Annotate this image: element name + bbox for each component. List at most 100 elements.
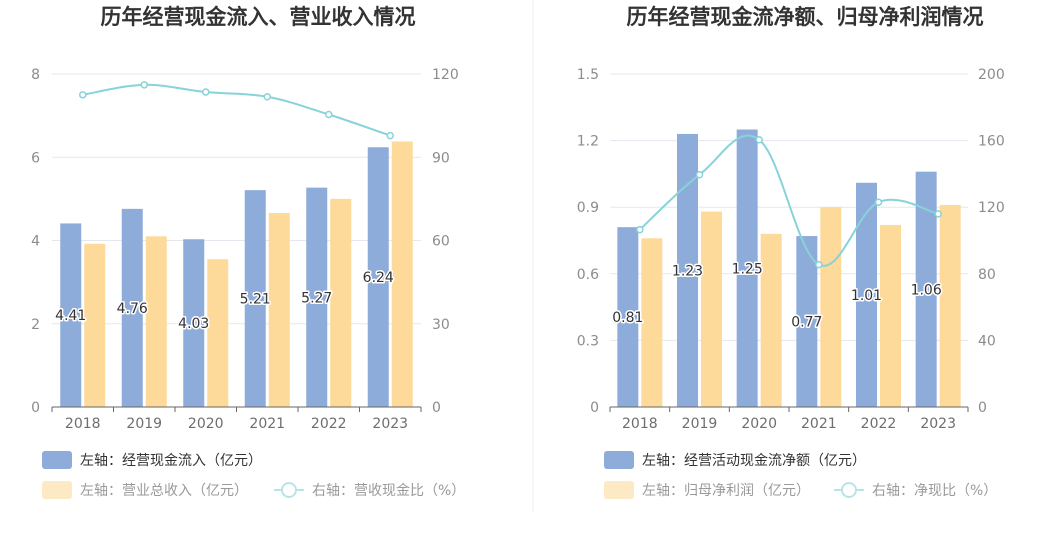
left-axis-tick-label: 0 [31, 400, 40, 416]
x-axis-tick-label: 2023 [372, 416, 408, 432]
bar-cash-inflow [121, 208, 143, 407]
bar-data-label: 1.06 [911, 282, 942, 298]
bar-data-label: 1.25 [732, 261, 763, 277]
bar-cash-inflow [367, 147, 389, 407]
bar-revenue [84, 243, 106, 407]
ratio-line-point [79, 91, 87, 99]
chart-title: 历年经营现金流净额、归母净利润情况 [627, 5, 984, 29]
legend-label: 左轴：归母净利润（亿元） [642, 482, 810, 499]
bar-cash-inflow [183, 239, 205, 407]
bar-data-labels: 4.41 4.76 4.03 5.21 5.27 6.24 [54, 269, 396, 334]
legend-item-cash-inflow[interactable]: 左轴：经营现金流入（亿元） [42, 451, 262, 469]
bar-net-cash-flow [736, 129, 758, 407]
x-axis-tick-label: 2023 [920, 416, 956, 432]
left-axis-ticks: 0 2 4 6 8 [31, 67, 40, 416]
legend-item-ratio[interactable]: 右轴：营收现金比（%） [274, 482, 465, 499]
ratio-line-point [636, 225, 644, 234]
legend-swatch [604, 451, 634, 469]
right-axis-tick-label: 80 [978, 267, 996, 283]
ratio-line-point [202, 88, 210, 96]
x-axis-tick-label: 2022 [861, 416, 897, 432]
x-axis-tick-label: 2019 [682, 416, 718, 432]
bar-net-cash-flow [677, 133, 698, 407]
legend-swatch [42, 481, 72, 499]
x-axis-tick-label: 2021 [249, 416, 285, 432]
x-axis-tick-label: 2018 [622, 416, 658, 432]
bar-net-cash-flow [617, 227, 639, 407]
bar-data-label: 6.24 [363, 270, 394, 286]
left-axis-tick-label: 0.6 [577, 267, 599, 283]
ratio-line-point [815, 260, 823, 269]
legend-circle-marker [281, 482, 297, 498]
left-axis-ticks: 0 0.3 0.6 0.9 1.2 1.5 [577, 67, 599, 416]
left-axis-tick-label: 0.3 [577, 333, 599, 349]
right-axis-tick-label: 0 [978, 400, 987, 416]
x-axis-tick-label: 2020 [741, 416, 777, 432]
right-axis-tick-label: 60 [432, 234, 450, 250]
bars [60, 141, 413, 407]
bar-revenue [268, 213, 290, 407]
chart-right: 历年经营现金流净额、归母净利润情况 0 0.3 0.6 0.9 1.2 1.5 0 40 80… [577, 5, 1005, 499]
legend-label: 右轴：净现比（%） [872, 483, 997, 499]
legend-label: 左轴：经营活动现金流净额（亿元） [642, 453, 866, 469]
left-axis-tick-label: 4 [31, 234, 40, 250]
bar-data-label: 5.27 [301, 290, 332, 306]
bar-data-label: 0.77 [791, 315, 822, 331]
grid-lines [610, 73, 968, 341]
right-axis-tick-label: 90 [432, 150, 450, 166]
legend-item-net-cash-flow[interactable]: 左轴：经营活动现金流净额（亿元） [604, 451, 866, 469]
left-axis-tick-label: 0 [590, 400, 599, 416]
legend-label: 右轴：营收现金比（%） [312, 483, 465, 499]
legend: 左轴：经营活动现金流净额（亿元） 左轴：归母净利润（亿元） 右轴：净现比（%） [604, 451, 997, 499]
left-axis-tick-label: 1.2 [577, 134, 599, 150]
legend-swatch [42, 451, 72, 469]
legend-item-net-cash-ratio[interactable]: 右轴：净现比（%） [834, 482, 997, 499]
legend-swatch [604, 481, 634, 499]
bar-cash-inflow [60, 223, 82, 407]
bar-data-labels: 0.81 1.23 1.25 0.77 1.01 1.06 [611, 260, 944, 332]
legend: 左轴：经营现金流入（亿元） 左轴：营业总收入（亿元） 右轴：营收现金比（%） [42, 451, 465, 499]
grid-lines [52, 73, 421, 325]
bar-revenue [145, 236, 167, 407]
right-axis-tick-label: 120 [432, 67, 459, 83]
right-axis-tick-label: 40 [978, 333, 996, 349]
legend-circle-marker [841, 482, 857, 498]
bar-data-label: 4.03 [178, 316, 209, 332]
x-axis-tick-label: 2020 [188, 416, 224, 432]
bar-revenue [391, 141, 413, 407]
x-axis-tick-label: 2022 [311, 416, 347, 432]
ratio-line [79, 81, 394, 140]
bar-net-profit [820, 207, 842, 407]
right-axis-ticks: 0 40 80 120 160 200 [978, 67, 1005, 416]
bar-net-profit [701, 211, 722, 407]
left-axis-tick-label: 6 [31, 150, 40, 166]
bar-revenue [207, 259, 229, 407]
bar-net-cash-flow [856, 182, 877, 407]
bar-data-label: 5.21 [240, 292, 271, 308]
legend-item-net-profit[interactable]: 左轴：归母净利润（亿元） [604, 481, 810, 499]
x-axis-tick-label: 2018 [65, 416, 101, 432]
bar-data-label: 1.23 [672, 263, 703, 279]
bars [617, 129, 961, 407]
ratio-line-point [934, 210, 942, 218]
right-axis-tick-label: 30 [432, 317, 450, 333]
legend-label: 左轴：经营现金流入（亿元） [80, 453, 262, 469]
ratio-line-point [755, 136, 763, 144]
bar-net-cash-flow [796, 236, 818, 407]
legend-item-revenue[interactable]: 左轴：营业总收入（亿元） [42, 481, 248, 499]
ratio-line-point [874, 198, 883, 206]
ratio-line [636, 134, 942, 269]
bar-data-label: 4.76 [117, 301, 148, 317]
ratio-line-point [325, 110, 333, 119]
ratio-line-point [695, 170, 704, 179]
x-axis: 2018 2019 2020 2021 2022 2023 [609, 406, 969, 432]
bar-net-profit [880, 224, 901, 407]
left-axis-tick-label: 2 [31, 317, 40, 333]
right-axis-tick-label: 120 [978, 200, 1005, 216]
bar-data-label: 4.41 [55, 308, 86, 324]
bar-cash-inflow [244, 190, 266, 407]
left-axis-tick-label: 1.5 [577, 67, 599, 83]
